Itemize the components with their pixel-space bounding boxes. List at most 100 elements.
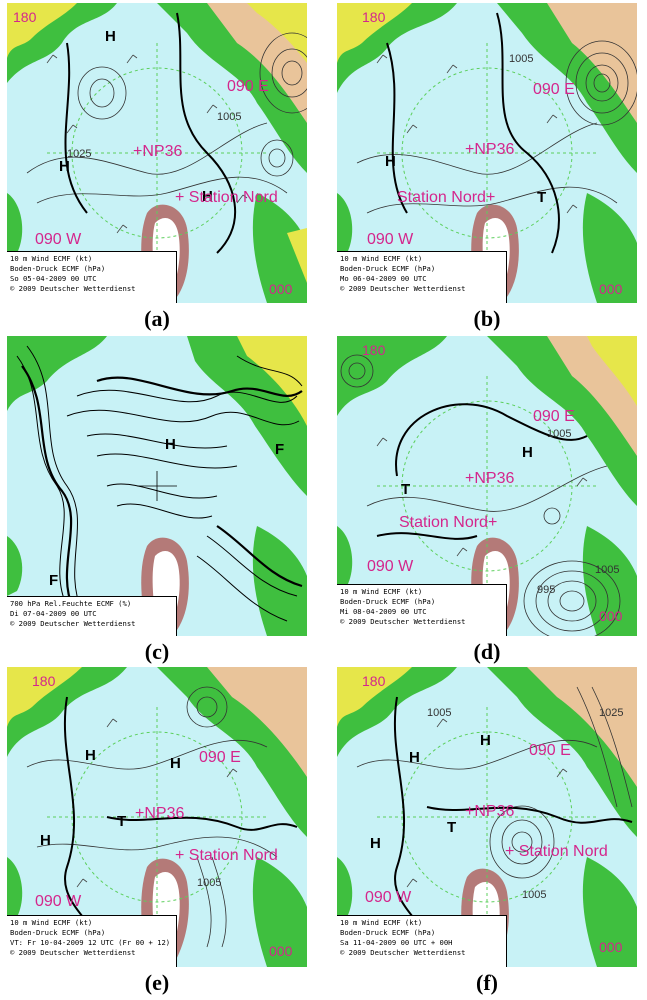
label-090-w: 090 W [367, 558, 414, 575]
label-180: 180 [362, 9, 386, 25]
isobar-label: 1005 [595, 564, 620, 576]
info-line: © 2009 Deutscher Wetterdienst [340, 617, 466, 626]
high-pressure-marker: H [170, 755, 181, 772]
map-panel-d: H T 180 090 E +NP36 Station Nord+ 090 W … [337, 336, 637, 636]
isobar-label: 1005 [522, 889, 547, 901]
label-090-e: 090 E [529, 742, 571, 759]
info-line: Mo 06-04-2009 00 UTC [340, 274, 427, 283]
info-line: © 2009 Deutscher Wetterdienst [340, 284, 466, 293]
info-line: © 2009 Deutscher Wetterdienst [10, 284, 136, 293]
low-pressure-marker: T [117, 813, 127, 830]
label-000: 000 [599, 939, 623, 955]
isobar-label: 1025 [67, 148, 92, 160]
isobar-label: 995 [537, 584, 556, 596]
label-station-nord: + Station Nord [175, 189, 278, 206]
panel-caption: (c) [144, 639, 170, 664]
isobar-label: 1005 [427, 707, 452, 719]
info-line: © 2009 Deutscher Wetterdienst [10, 948, 136, 957]
label-000: 000 [599, 608, 623, 624]
info-line: Boden-Druck ECMF (hPa) [10, 264, 106, 273]
high-pressure-marker: F [49, 572, 59, 589]
label-000: 000 [269, 281, 293, 297]
info-line: 10 m Wind ECMF (kt) [340, 587, 423, 596]
label-np36: +NP36 [465, 803, 515, 820]
info-line: 10 m Wind ECMF (kt) [340, 254, 423, 263]
label-180: 180 [362, 673, 386, 689]
map-info-box: 10 m Wind ECMF (kt) Boden-Druck ECMF (hP… [7, 251, 177, 303]
high-pressure-marker: H [59, 158, 70, 175]
isobar-label: 1005 [547, 428, 572, 440]
high-pressure-marker: H [165, 436, 176, 453]
low-pressure-marker: T [401, 481, 411, 498]
info-line: © 2009 Deutscher Wetterdienst [10, 619, 136, 628]
label-np36: +NP36 [465, 141, 515, 158]
map-panel-b: H T 180 090 E +NP36 Station Nord+ 090 W … [337, 3, 637, 303]
map-panel-f: H H H T 180 090 E +NP36 + Station Nord 0… [337, 667, 637, 967]
label-180: 180 [32, 673, 56, 689]
label-np36: +NP36 [465, 470, 515, 487]
label-090-e: 090 E [533, 408, 575, 425]
info-line: 10 m Wind ECMF (kt) [340, 918, 423, 927]
isobar-label: 1025 [599, 707, 624, 719]
label-180: 180 [362, 342, 386, 358]
label-station-nord: + Station Nord [175, 847, 278, 864]
map-info-box: 10 m Wind ECMF (kt) Boden-Druck ECMF (hP… [337, 584, 507, 636]
info-line: So 05-04-2009 00 UTC [10, 274, 97, 283]
panel-caption: (e) [144, 970, 170, 995]
info-line: 700 hPa Rel.Feuchte ECMF (%) [10, 599, 132, 608]
isobar-label: 1005 [217, 111, 242, 123]
info-line: Boden-Druck ECMF (hPa) [340, 597, 436, 606]
label-090-e: 090 E [199, 749, 241, 766]
info-line: 10 m Wind ECMF (kt) [10, 918, 93, 927]
info-line: Boden-Druck ECMF (hPa) [340, 928, 436, 937]
map-info-box: 10 m Wind ECMF (kt) Boden-Druck ECMF (hP… [337, 915, 507, 967]
isobar-label: 1005 [197, 877, 222, 889]
panel-caption: (b) [473, 306, 501, 331]
map-panel-c: H F F 700 hPa Rel.Feuchte ECMF (%) Di 07… [7, 336, 307, 636]
label-090-w: 090 W [365, 889, 412, 906]
isobar-label: 1005 [509, 53, 534, 65]
map-panel-e: H H H T 180 090 E +NP36 + Station Nord 0… [7, 667, 307, 967]
label-180: 180 [13, 9, 37, 25]
high-pressure-marker: H [522, 444, 533, 461]
label-090-w: 090 W [367, 231, 414, 248]
info-line: Boden-Druck ECMF (hPa) [340, 264, 436, 273]
label-np36: +NP36 [133, 143, 183, 160]
panel-caption: (f) [476, 970, 498, 995]
map-graphic [7, 336, 307, 636]
map-info-box: 700 hPa Rel.Feuchte ECMF (%) Di 07-04-20… [7, 596, 177, 636]
panel-caption: (a) [144, 306, 170, 331]
high-pressure-marker: H [40, 832, 51, 849]
high-pressure-marker: H [105, 28, 116, 45]
label-090-w: 090 W [35, 893, 82, 910]
high-pressure-marker: H [385, 153, 396, 170]
info-line: 10 m Wind ECMF (kt) [10, 254, 93, 263]
info-line: VT: Fr 10-04-2009 12 UTC (Fr 00 + 12) [10, 938, 171, 947]
label-station-nord: Station Nord+ [397, 189, 496, 206]
label-np36: +NP36 [135, 805, 185, 822]
low-pressure-marker: T [537, 189, 547, 206]
label-090-w: 090 W [35, 231, 82, 248]
high-pressure-marker: H [85, 747, 96, 764]
low-pressure-marker: T [447, 819, 457, 836]
high-pressure-marker: H [370, 835, 381, 852]
info-line: Mi 08-04-2009 00 UTC [340, 607, 427, 616]
info-line: Di 07-04-2009 00 UTC [10, 609, 97, 618]
high-pressure-marker: H [480, 732, 491, 749]
info-line: © 2009 Deutscher Wetterdienst [340, 948, 466, 957]
label-station-nord: + Station Nord [505, 843, 608, 860]
high-pressure-marker: F [275, 441, 285, 458]
map-info-box: 10 m Wind ECMF (kt) Boden-Druck ECMF (hP… [337, 251, 507, 303]
panel-caption: (d) [473, 639, 501, 664]
label-station-nord: Station Nord+ [399, 514, 498, 531]
map-info-box: 10 m Wind ECMF (kt) Boden-Druck ECMF (hP… [7, 915, 177, 967]
high-pressure-marker: H [202, 188, 213, 205]
label-000: 000 [269, 943, 293, 959]
info-line: Boden-Druck ECMF (hPa) [10, 928, 106, 937]
label-000: 000 [599, 281, 623, 297]
label-090-e: 090 E [533, 81, 575, 98]
map-panel-a: H H H 180 090 E +NP36 + Station Nord 090… [7, 3, 307, 303]
label-090-e: 090 E [227, 78, 269, 95]
info-line: Sa 11-04-2009 00 UTC + 00H [340, 938, 453, 947]
high-pressure-marker: H [409, 749, 420, 766]
